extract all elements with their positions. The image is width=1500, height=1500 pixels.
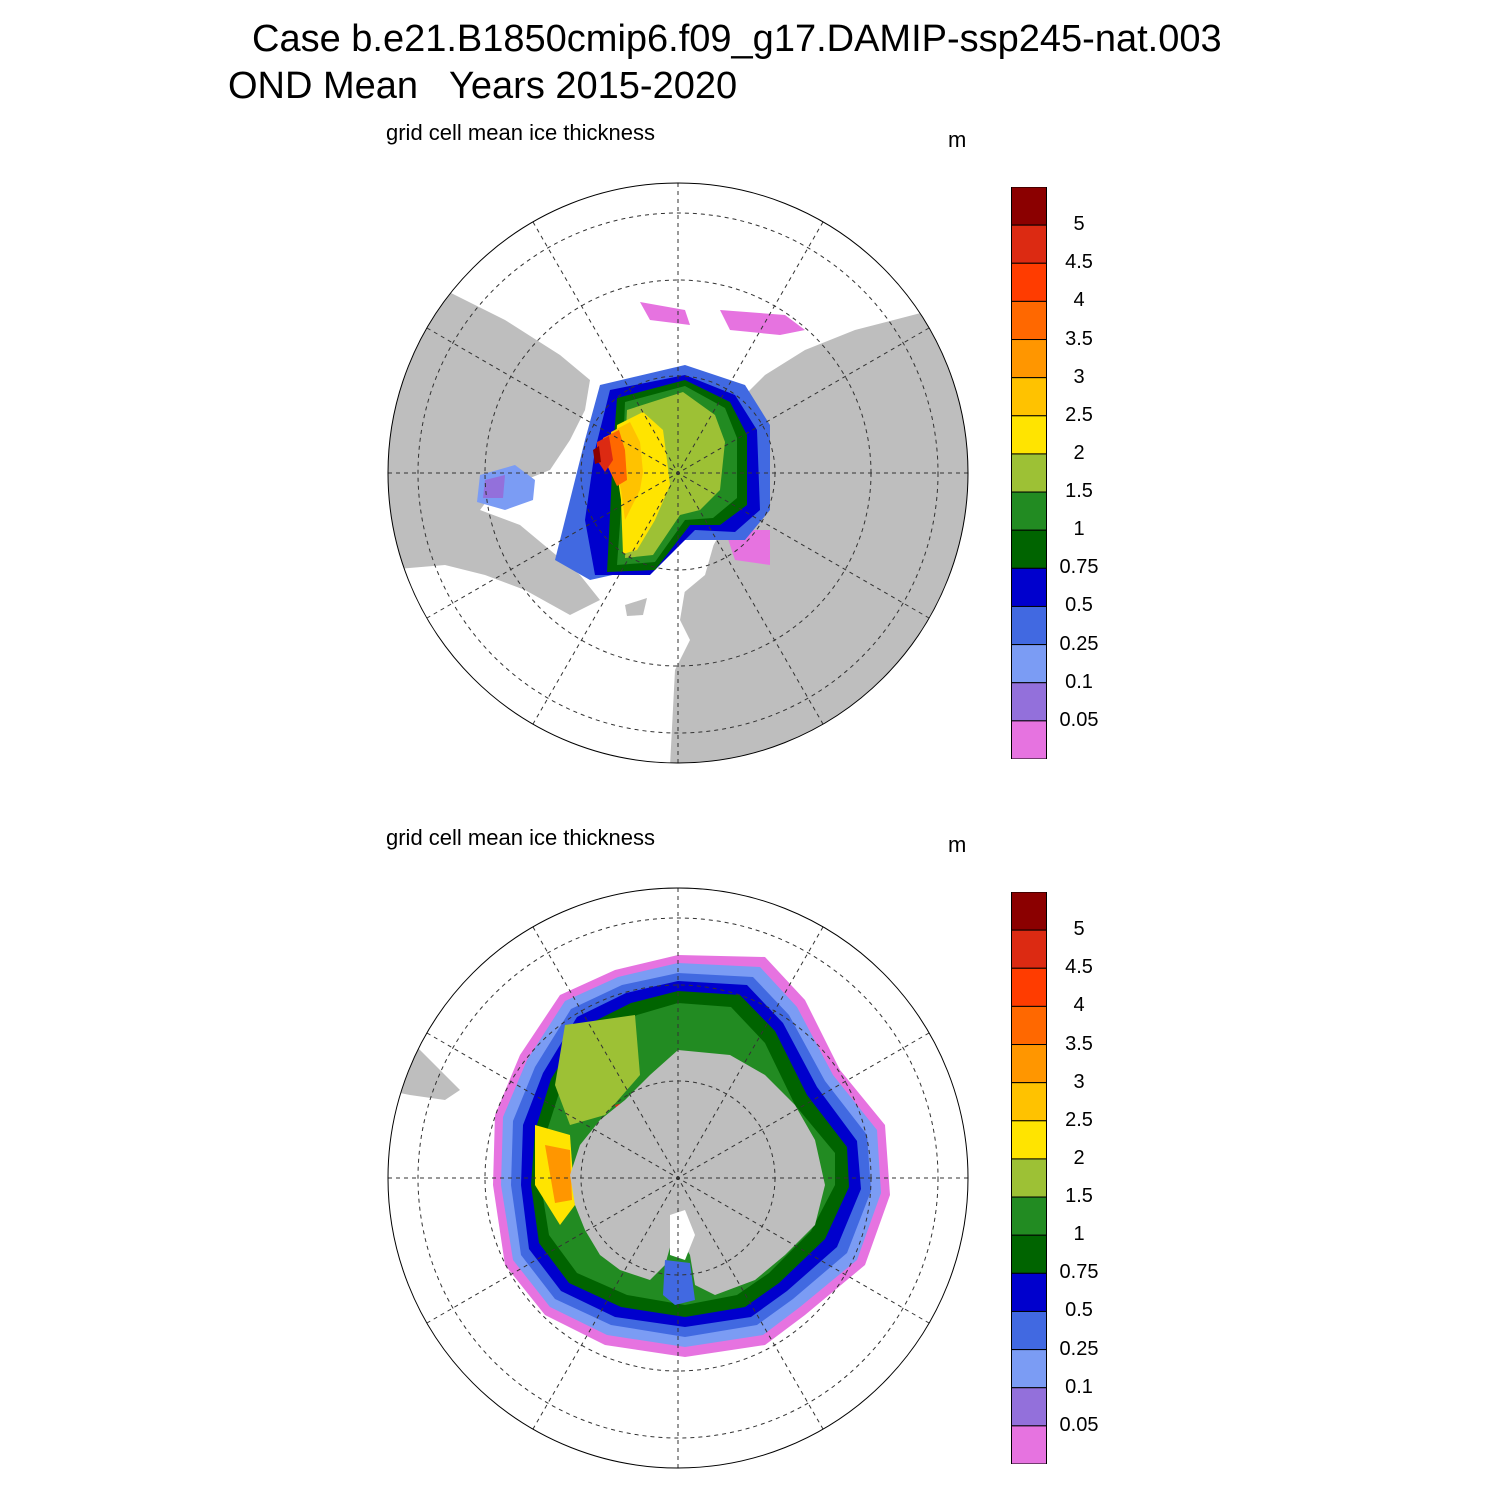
antarctica-land [570, 1050, 825, 1295]
colorbar-label: 4 [1073, 994, 1085, 1017]
colorbar-label: 2 [1073, 441, 1085, 464]
colorbar-box [1011, 415, 1047, 455]
colorbar-box [1011, 1387, 1047, 1427]
colorbar-label: 1 [1073, 518, 1085, 541]
colorbar-label: 1 [1073, 1223, 1085, 1246]
colorbar-label: 0.5 [1065, 1299, 1093, 1322]
colorbar-box [1011, 967, 1047, 1007]
colorbar-box [1011, 1005, 1047, 1046]
south-panel-title: grid cell mean ice thickness [386, 825, 656, 850]
colorbar-box [1011, 892, 1047, 931]
colorbar-box [1011, 644, 1047, 684]
colorbar-label: 3 [1073, 1070, 1085, 1093]
south-map-border [387, 887, 969, 1469]
colorbar-label: 5 [1073, 918, 1085, 941]
north-ice-darkred [593, 446, 601, 464]
colorbar-box [1011, 1158, 1047, 1198]
colorbar-label: 2.5 [1065, 403, 1093, 426]
colorbar-box [1011, 682, 1047, 722]
colorbar-label: 0.5 [1065, 594, 1093, 617]
north-colorbar [1011, 187, 1047, 759]
colorbar-label: 2.5 [1065, 1108, 1093, 1131]
colorbar-box [1011, 377, 1047, 417]
hudson-bay-ice-purple [483, 475, 505, 498]
south-polar-map [387, 887, 969, 1469]
colorbar-label: 4.5 [1065, 956, 1093, 979]
south-colorbar [1011, 892, 1047, 1464]
colorbar-box [1011, 1349, 1047, 1389]
north-graticule [388, 183, 968, 763]
colorbar-label: 4 [1073, 289, 1085, 312]
colorbar-box [1011, 1425, 1047, 1464]
colorbar-label: 4.5 [1065, 251, 1093, 274]
colorbar-box [1011, 929, 1047, 969]
ross-sea-ice [663, 1260, 695, 1305]
colorbar-label: 0.25 [1059, 1337, 1099, 1360]
colorbar-box [1011, 1234, 1047, 1274]
colorbar-label: 3.5 [1065, 1032, 1093, 1055]
colorbar-label: 0.1 [1065, 1375, 1093, 1398]
north-america-land [388, 260, 600, 615]
colorbar-box [1011, 1044, 1047, 1084]
colorbar-label: 0.75 [1059, 1261, 1099, 1284]
colorbar-box [1011, 187, 1047, 226]
colorbar-box [1011, 1310, 1047, 1351]
north-panel-title: grid cell mean ice thickness [386, 120, 656, 145]
colorbar-box [1011, 224, 1047, 264]
colorbar-box [1011, 567, 1047, 607]
colorbar-label: 0.25 [1059, 632, 1099, 655]
colorbar-box [1011, 605, 1047, 646]
colorbar-box [1011, 262, 1047, 302]
colorbar-box [1011, 1196, 1047, 1236]
weddell-ice-olive [555, 1015, 640, 1125]
eurasia-land [670, 300, 968, 763]
colorbar-label: 0.05 [1059, 708, 1099, 731]
colorbar-label: 0.05 [1059, 1413, 1099, 1436]
colorbar-box [1011, 339, 1047, 379]
ross-ice-shelf [670, 1210, 695, 1260]
colorbar-label: 1.5 [1065, 480, 1093, 503]
colorbar-label: 0.1 [1065, 670, 1093, 693]
figure-title-period: OND Mean Years 2015-2020 [228, 65, 738, 107]
colorbar-box [1011, 720, 1047, 759]
colorbar-box [1011, 529, 1047, 569]
colorbar-box [1011, 1120, 1047, 1160]
colorbar-box [1011, 1272, 1047, 1312]
south-units-label: m [948, 832, 967, 857]
colorbar-box [1011, 1082, 1047, 1122]
figure-title-case: Case b.e21.B1850cmip6.f09_g17.DAMIP-ssp2… [252, 18, 1222, 60]
hudson-bay-ice [477, 465, 535, 510]
north-units-label: m [948, 127, 967, 152]
colorbar-box [1011, 491, 1047, 531]
colorbar-label: 1.5 [1065, 1185, 1093, 1208]
peninsula-ice-orange [545, 1145, 572, 1203]
north-map-border [387, 182, 969, 764]
colorbar-box [1011, 453, 1047, 493]
north-polar-map [387, 182, 969, 764]
north-ice-red [597, 436, 613, 472]
north-ice-thin-pink [720, 310, 805, 335]
colorbar-box [1011, 300, 1047, 341]
colorbar-label: 5 [1073, 213, 1085, 236]
colorbar-label: 3.5 [1065, 327, 1093, 350]
colorbar-label: 0.75 [1059, 556, 1099, 579]
south-graticule [388, 888, 968, 1468]
colorbar-label: 3 [1073, 365, 1085, 388]
north-island-land [625, 598, 647, 616]
colorbar-label: 2 [1073, 1146, 1085, 1169]
